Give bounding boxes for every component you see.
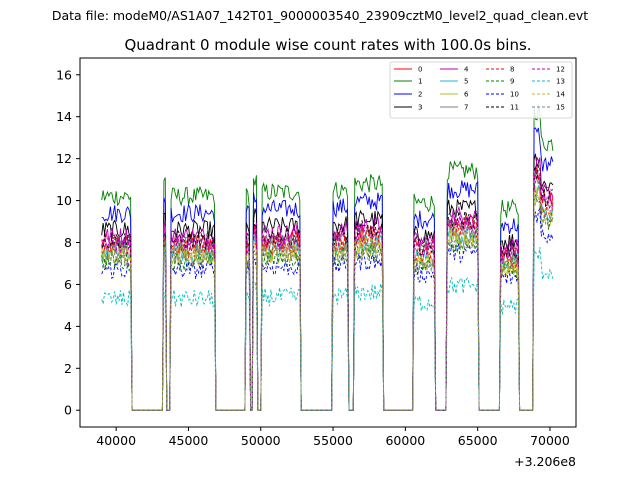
legend-frame — [389, 61, 573, 119]
y-tick-label: 2 — [64, 361, 72, 376]
legend-label-13: 13 — [556, 78, 565, 86]
chart-title: Quadrant 0 module wise count rates with … — [124, 36, 531, 54]
legend-label-14: 14 — [556, 91, 565, 99]
legend-label-11: 11 — [510, 104, 519, 112]
legend-label-4: 4 — [464, 66, 469, 74]
y-tick-label: 12 — [56, 151, 72, 166]
series-layer — [101, 104, 554, 411]
y-tick-label: 16 — [56, 67, 72, 82]
legend-label-10: 10 — [510, 91, 519, 99]
x-tick-label: 70000 — [530, 433, 570, 448]
y-tick-label: 6 — [64, 277, 72, 292]
series-line-8 — [101, 174, 554, 411]
legend-label-15: 15 — [556, 104, 565, 112]
legend-label-7: 7 — [464, 104, 468, 112]
x-offset-label: +3.206e8 — [514, 454, 576, 469]
series-line-12 — [101, 169, 554, 411]
y-tick-label: 0 — [64, 403, 72, 418]
x-tick-label: 40000 — [96, 433, 136, 448]
x-tick-label: 65000 — [458, 433, 498, 448]
legend-label-5: 5 — [464, 78, 468, 86]
series-line-9 — [101, 193, 554, 411]
x-tick-label: 50000 — [241, 433, 281, 448]
y-tick-label: 10 — [56, 193, 72, 208]
legend-label-9: 9 — [510, 78, 514, 86]
plot-area — [79, 57, 577, 428]
legend-label-6: 6 — [464, 91, 469, 99]
data-file-label: Data file: modeM0/AS1A07_142T01_90000035… — [52, 8, 588, 23]
legend-label-0: 0 — [418, 66, 422, 74]
series-line-15 — [101, 190, 554, 411]
x-tick-label: 55000 — [313, 433, 353, 448]
y-tick-label: 8 — [64, 235, 72, 250]
x-tick-label: 60000 — [385, 433, 425, 448]
y-axis: 0 2 4 6 8 10 12 14 16 — [56, 67, 80, 418]
series-line-13 — [101, 247, 554, 411]
x-axis: 40000 45000 50000 55000 60000 65000 70000 — [96, 427, 570, 448]
x-tick-label: 45000 — [169, 433, 209, 448]
legend-label-1: 1 — [418, 78, 422, 86]
legend-label-3: 3 — [418, 104, 422, 112]
y-tick-label: 4 — [64, 319, 72, 334]
legend-label-12: 12 — [556, 66, 565, 74]
legend-label-2: 2 — [418, 91, 422, 99]
y-tick-label: 14 — [56, 109, 72, 124]
legend-label-8: 8 — [510, 66, 514, 74]
